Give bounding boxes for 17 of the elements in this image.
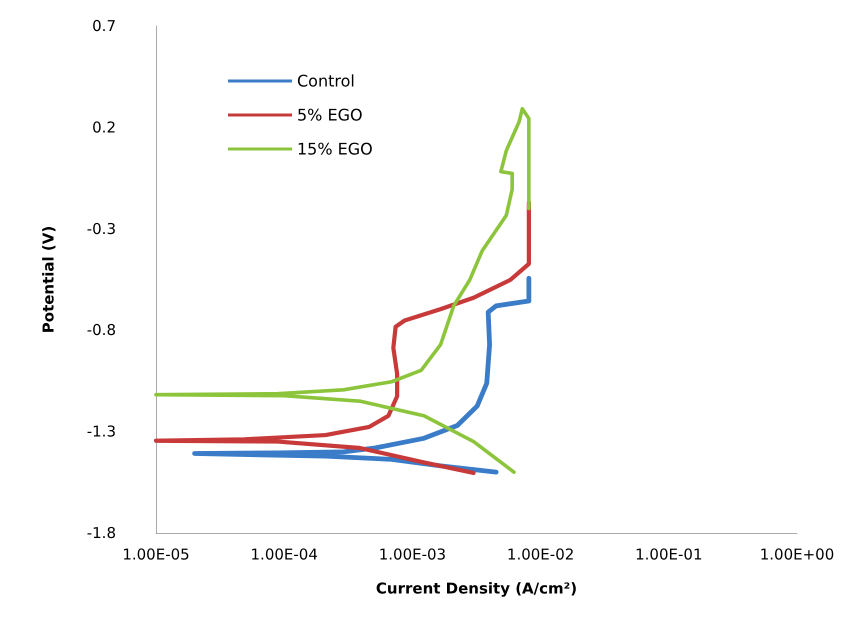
y-tick-label: -0.3 — [86, 220, 116, 238]
legend-label: 15% EGO — [297, 140, 373, 158]
y-tick-label: 0.7 — [92, 17, 116, 35]
x-axis-title: Current Density (A/cm²) — [376, 580, 578, 598]
y-tick-label: -1.8 — [86, 524, 116, 542]
y-tick-label: -0.8 — [86, 321, 116, 340]
x-tick-label: 1.00E+00 — [760, 546, 834, 564]
legend-label: Control — [297, 72, 355, 90]
x-tick-label: 1.00E-01 — [635, 546, 702, 564]
x-tick-label: 1.00E-02 — [506, 546, 574, 564]
legend-label: 5% EGO — [297, 106, 363, 124]
x-tick-label: 1.00E-05 — [122, 546, 190, 564]
x-tick-label: 1.00E-04 — [250, 546, 318, 564]
x-tick-label: 1.00E-03 — [378, 546, 446, 564]
y-axis-title: Potential (V) — [40, 226, 58, 334]
y-tick-label: 0.2 — [92, 118, 116, 136]
y-tick-label: -1.3 — [86, 422, 116, 441]
